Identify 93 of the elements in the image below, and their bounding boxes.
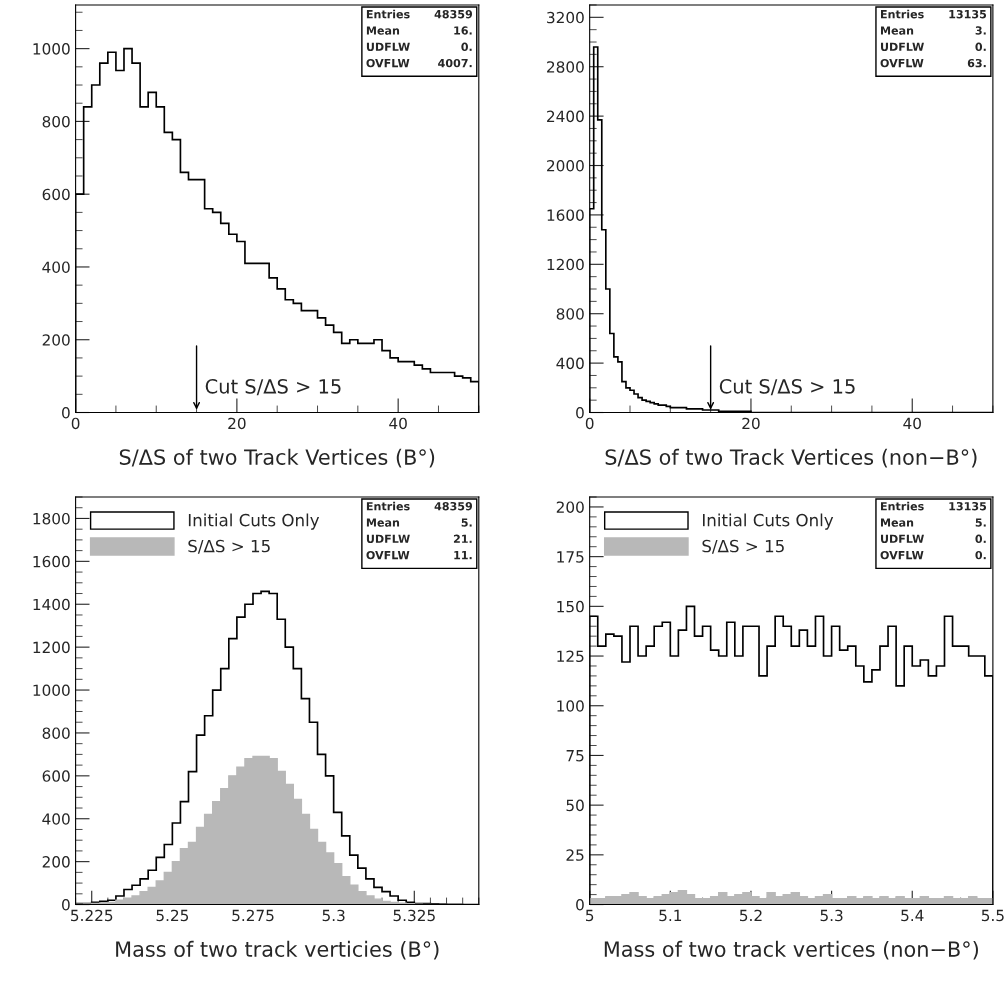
- legend-label: Initial Cuts Only: [702, 513, 834, 530]
- y-tick-label: 800: [556, 308, 584, 320]
- legend-label: Initial Cuts Only: [188, 513, 320, 530]
- y-tick-label: 400: [42, 261, 70, 273]
- annotation: Mean: [366, 518, 400, 527]
- annotation: 0.: [975, 550, 986, 560]
- x-tick-label: 40: [903, 417, 921, 430]
- y-tick-label: 0: [576, 899, 584, 911]
- y-tick-label: 2400: [547, 110, 584, 123]
- x-tick-label: 5.3: [820, 909, 843, 922]
- y-tick-label: 1800: [33, 512, 70, 525]
- annotation: 3.: [975, 26, 986, 35]
- annotation: OVFLW: [880, 58, 924, 68]
- y-tick-label: 3200: [547, 11, 584, 24]
- x-axis-title: S/ΔS of two Track Vertices (non−B°): [605, 448, 977, 468]
- y-tick-label: 600: [42, 188, 70, 201]
- y-tick-label: 200: [42, 334, 70, 346]
- annotation: 13135: [949, 9, 987, 19]
- annotation: Mean: [366, 26, 400, 35]
- y-tick-label: 400: [42, 813, 70, 825]
- x-tick-label: 5.2: [739, 909, 762, 922]
- annotation: 48359: [434, 9, 473, 19]
- y-tick-label: 800: [42, 115, 70, 128]
- y-tick-label: 0: [62, 899, 70, 911]
- annotation: 0.: [975, 534, 986, 544]
- x-axis-title: Mass of two track verticies (B°): [116, 940, 439, 960]
- y-tick-label: 2800: [547, 61, 584, 73]
- y-tick-label: 0: [62, 406, 70, 419]
- y-tick-label: 25: [566, 849, 584, 861]
- annotation: Cut S/ΔS > 15: [205, 378, 341, 396]
- y-tick-label: 0: [576, 406, 584, 419]
- y-tick-label: 200: [556, 501, 584, 513]
- x-tick-label: 5.3: [322, 909, 345, 922]
- annotation: UDFLW: [881, 42, 924, 51]
- annotation: OVFLW: [366, 550, 410, 560]
- y-tick-label: 1400: [33, 598, 70, 611]
- annotation: Entries: [881, 501, 924, 511]
- x-axis-title: Mass of two track vertices (non−B°): [604, 940, 978, 960]
- annotation: 21.: [453, 534, 472, 543]
- annotation: UDFLW: [881, 534, 924, 544]
- y-tick-label: 125: [557, 650, 584, 663]
- y-tick-label: 100: [557, 700, 584, 712]
- x-tick-label: 0: [585, 417, 594, 430]
- annotation: 4007.: [438, 58, 472, 68]
- legend-label: S/ΔS > 15: [702, 539, 784, 554]
- x-tick-label: 5.5: [981, 909, 1004, 922]
- legend-label: S/ΔS > 15: [188, 539, 270, 554]
- annotation: 0.: [461, 42, 472, 51]
- y-tick-label: 200: [42, 856, 70, 868]
- x-tick-label: 0: [71, 417, 80, 430]
- y-tick-label: 2000: [547, 159, 584, 172]
- x-tick-label: 5: [586, 909, 594, 922]
- annotation: UDFLW: [366, 534, 410, 544]
- y-tick-label: 1600: [547, 209, 584, 221]
- x-tick-label: 5.275: [232, 909, 274, 922]
- y-tick-label: 1000: [33, 43, 70, 55]
- y-tick-label: 1000: [33, 684, 70, 697]
- x-tick-label: 20: [228, 417, 246, 430]
- y-tick-label: 1200: [547, 258, 584, 271]
- y-tick-label: 175: [557, 551, 584, 563]
- annotation: Entries: [881, 9, 924, 19]
- x-tick-label: 5.4: [901, 909, 924, 922]
- annotation: 11.: [454, 551, 472, 560]
- x-tick-label: 5.225: [71, 909, 113, 922]
- y-tick-label: 150: [557, 600, 584, 613]
- annotation: UDFLW: [366, 42, 410, 51]
- y-tick-label: 400: [556, 357, 584, 370]
- x-axis-title: S/ΔS of two Track Vertices (B°): [119, 448, 435, 468]
- annotation: Entries: [366, 9, 410, 19]
- y-tick-label: 50: [566, 799, 584, 812]
- y-tick-label: 1600: [33, 555, 70, 568]
- x-tick-label: 20: [742, 417, 760, 430]
- annotation: Entries: [366, 501, 410, 511]
- x-tick-label: 5.1: [659, 909, 682, 922]
- annotation: 0.: [975, 42, 986, 51]
- annotation: 13135: [949, 502, 987, 511]
- y-tick-label: 1200: [33, 641, 70, 654]
- annotation: 5.: [975, 518, 986, 527]
- annotation: Mean: [881, 518, 914, 527]
- annotation: 63.: [967, 58, 986, 68]
- annotation: OVFLW: [880, 550, 924, 560]
- y-tick-label: 75: [566, 750, 584, 762]
- annotation: OVFLW: [366, 58, 410, 68]
- y-tick-label: 800: [42, 727, 70, 739]
- x-tick-label: 5.325: [393, 909, 435, 922]
- y-tick-label: 600: [42, 770, 70, 782]
- annotation: 5.: [461, 518, 472, 527]
- annotation: 16.: [454, 26, 472, 35]
- annotation: 48359: [434, 502, 473, 511]
- x-tick-label: 40: [389, 417, 407, 430]
- annotation: Mean: [881, 26, 914, 35]
- annotation: Cut S/ΔS > 15: [719, 378, 855, 396]
- x-tick-label: 5.25: [156, 909, 189, 922]
